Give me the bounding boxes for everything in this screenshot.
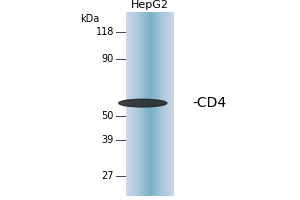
Bar [129,12,130,196]
Bar [138,12,139,196]
Bar [172,12,173,196]
Bar [171,12,172,196]
Bar [135,12,136,196]
Bar [168,12,169,196]
Bar [159,12,160,196]
Bar [167,12,168,196]
Text: HepG2: HepG2 [131,0,169,10]
Bar [164,12,165,196]
Bar [146,12,147,196]
Bar [131,12,132,196]
Bar [130,12,131,196]
Bar [134,12,135,196]
Bar [128,12,129,196]
Bar [170,12,171,196]
Bar [169,12,170,196]
Bar [150,12,151,196]
Text: 39: 39 [102,135,114,145]
Bar [132,12,133,196]
Bar [160,12,161,196]
Bar [141,12,142,196]
Text: 50: 50 [102,111,114,121]
Bar [152,12,153,196]
Bar [137,12,138,196]
Bar [151,12,152,196]
Bar [149,12,150,196]
Text: 27: 27 [101,171,114,181]
Bar [163,12,164,196]
Bar [145,12,146,196]
Bar [157,12,158,196]
Bar [156,12,157,196]
Bar [160,12,161,196]
Text: 90: 90 [102,54,114,64]
Bar [136,12,137,196]
Bar [153,12,154,196]
Bar [166,12,167,196]
Bar [143,12,144,196]
Bar [142,12,143,196]
Text: 118: 118 [96,27,114,37]
Bar [154,12,155,196]
Bar [139,12,140,196]
Bar [173,12,174,196]
Bar [162,12,163,196]
Bar [161,12,162,196]
Ellipse shape [119,99,167,107]
Bar [140,12,141,196]
Bar [147,12,148,196]
Bar [126,12,127,196]
Text: -CD4: -CD4 [192,96,226,110]
Text: kDa: kDa [80,14,99,24]
Bar [165,12,166,196]
Bar [148,12,149,196]
Bar [158,12,159,196]
Bar [155,12,156,196]
Bar [133,12,134,196]
Bar [144,12,145,196]
